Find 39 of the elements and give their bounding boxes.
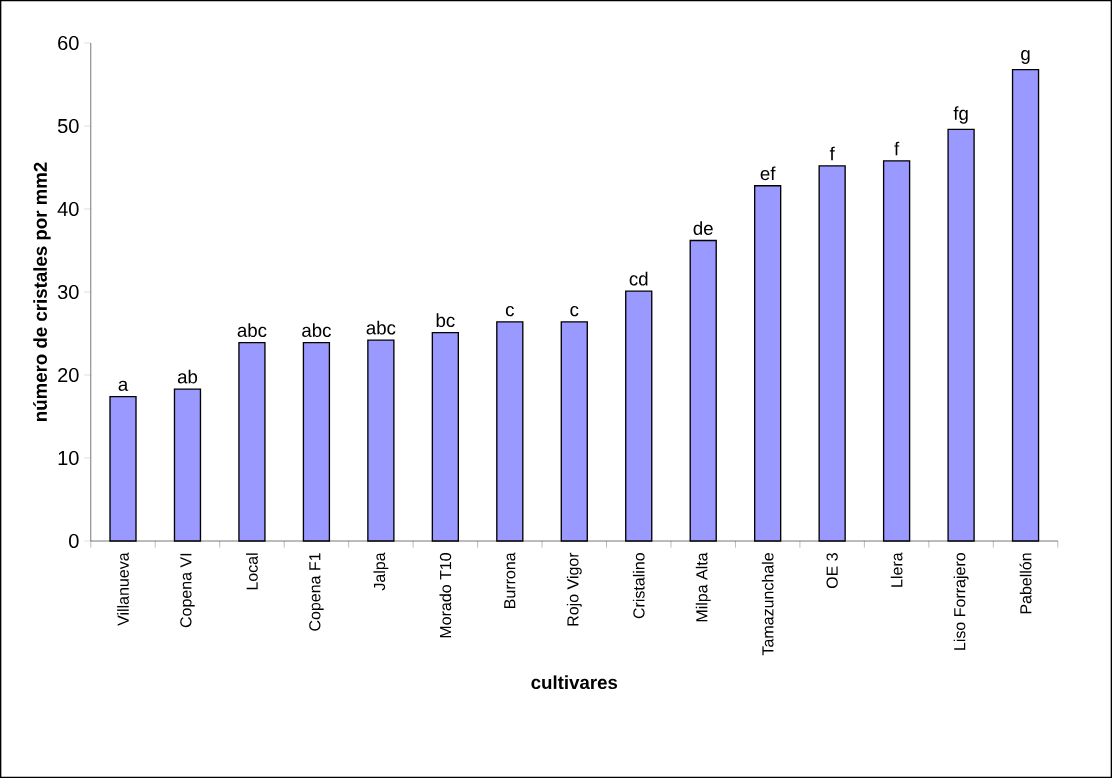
y-tick-label: 20 bbox=[58, 367, 79, 383]
x-tick-label: OE 3 bbox=[826, 553, 838, 589]
x-tick-label: Villanueva bbox=[117, 552, 129, 626]
annotation: c bbox=[505, 306, 514, 317]
y-axis-title: número de cristales por mm2 bbox=[33, 162, 51, 421]
annotation: f bbox=[829, 146, 835, 161]
x-tick-label: Morado T10 bbox=[439, 553, 452, 638]
y-tick-label: 50 bbox=[57, 118, 79, 134]
x-tick-label: Milpa Alta bbox=[695, 552, 711, 622]
x-tick-label: Pabellón bbox=[1019, 553, 1032, 614]
annotation: ef bbox=[760, 166, 776, 181]
x-tick-label: Rojo Vigor bbox=[566, 552, 582, 626]
y-tick-label: 60 bbox=[58, 35, 79, 51]
annotation: cd bbox=[629, 271, 648, 286]
x-tick-label: Jalpa bbox=[373, 552, 389, 591]
annotation: de bbox=[693, 221, 713, 235]
annotation: abc bbox=[366, 320, 396, 335]
x-tick-label: Copena VI bbox=[180, 553, 195, 628]
annotation: bc bbox=[436, 313, 455, 328]
y-tick-label: 10 bbox=[58, 450, 79, 466]
x-tick-label: Liso Forrajero bbox=[953, 553, 969, 650]
y-tick-label: 40 bbox=[57, 201, 79, 217]
x-tick-label: Cristalino bbox=[632, 553, 645, 619]
x-tick-label: Tamazunchale bbox=[761, 553, 774, 656]
x-tick-label: Local bbox=[246, 553, 258, 590]
x-tick-label: Burrona bbox=[504, 552, 516, 608]
annotation: a bbox=[118, 380, 129, 391]
annotation: c bbox=[570, 306, 579, 317]
annotation: g bbox=[1021, 50, 1030, 64]
annotation: abc bbox=[237, 323, 267, 338]
x-tick-label: Copena F1 bbox=[309, 553, 324, 631]
annotation: f bbox=[894, 141, 900, 156]
annotation: fg bbox=[953, 106, 968, 124]
annotation: ab bbox=[177, 369, 198, 384]
annotation: abc bbox=[302, 323, 331, 338]
y-tick-label: 30 bbox=[57, 284, 79, 300]
y-tick-label: 0 bbox=[69, 533, 79, 549]
x-axis-title: cultivares bbox=[531, 675, 618, 690]
x-tick-label: Llera bbox=[890, 552, 903, 587]
